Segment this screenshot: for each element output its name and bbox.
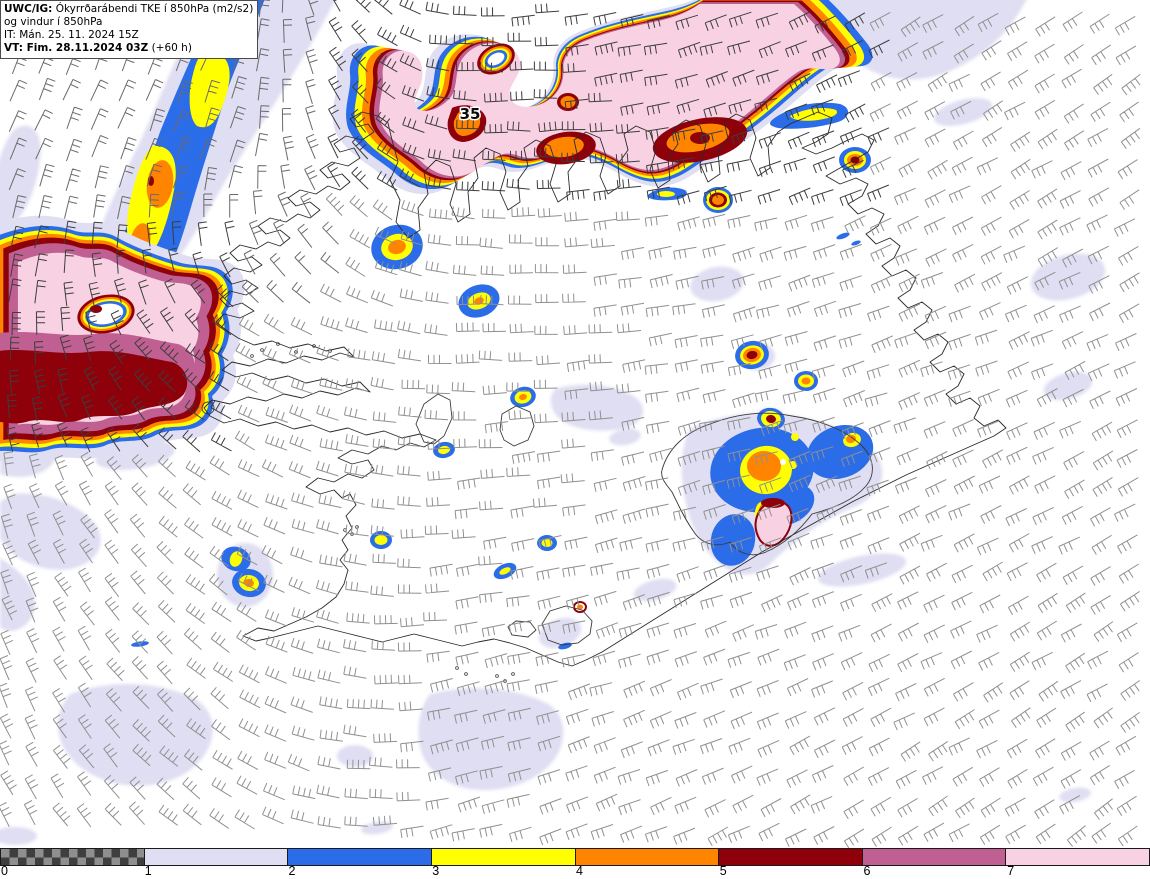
legend-tick-label: 3 xyxy=(432,864,440,878)
turbulence-spot xyxy=(703,187,733,213)
turbulence-spot xyxy=(493,562,517,580)
legend-tick-label: 0 xyxy=(1,864,8,878)
legend-tick-label: 1 xyxy=(144,864,152,878)
title-box: UWC/IG: Ókyrrðarábendi TKE í 850hPa (m2/… xyxy=(0,0,259,59)
legend-tick-label: 5 xyxy=(719,864,727,878)
weather-map: 35 xyxy=(0,0,1141,848)
title-line-1: UWC/IG: Ókyrrðarábendi TKE í 850hPa (m2/… xyxy=(4,3,254,15)
map-intensity-label: 35 xyxy=(460,105,481,123)
legend-tick-labels: 0 1 2 3 4 5 6 7 xyxy=(0,865,1150,879)
legend-segment-dark_red xyxy=(719,849,863,865)
legend-bar xyxy=(0,848,1150,866)
legend-segment-pink xyxy=(1006,849,1149,865)
legend-tick-label: 4 xyxy=(576,864,583,878)
legend-tick-label: 6 xyxy=(863,864,871,878)
turbulence-spot xyxy=(510,386,536,408)
legend-segment-yellow xyxy=(431,849,576,865)
turbulence-spot xyxy=(221,546,251,572)
legend-tick-label: 2 xyxy=(288,864,296,878)
legend-segment-mauve xyxy=(862,849,1007,865)
legend-segment-lavender xyxy=(144,849,289,865)
legend-segment-orange xyxy=(575,849,720,865)
title-line-3: IT: Mán. 25. 11. 2024 15Z xyxy=(4,29,139,41)
turbulence-cluster-vatnajokull xyxy=(710,424,874,566)
title-line-2: og vindur í 850hPa xyxy=(4,16,103,28)
wind-barbs xyxy=(0,0,1141,848)
turbulence-spot xyxy=(573,601,587,613)
legend-segment-checker xyxy=(1,849,145,865)
legend-segment-blue xyxy=(288,849,432,865)
legend-tick-label: 7 xyxy=(1007,864,1015,878)
turbulence-spot xyxy=(735,340,769,370)
turbulence-spot xyxy=(794,371,818,391)
color-scale-legend: 0 1 2 3 4 5 6 7 xyxy=(0,848,1150,879)
title-line-4: VT: Fim. 28.11.2024 03Z (+60 h) xyxy=(4,42,192,54)
